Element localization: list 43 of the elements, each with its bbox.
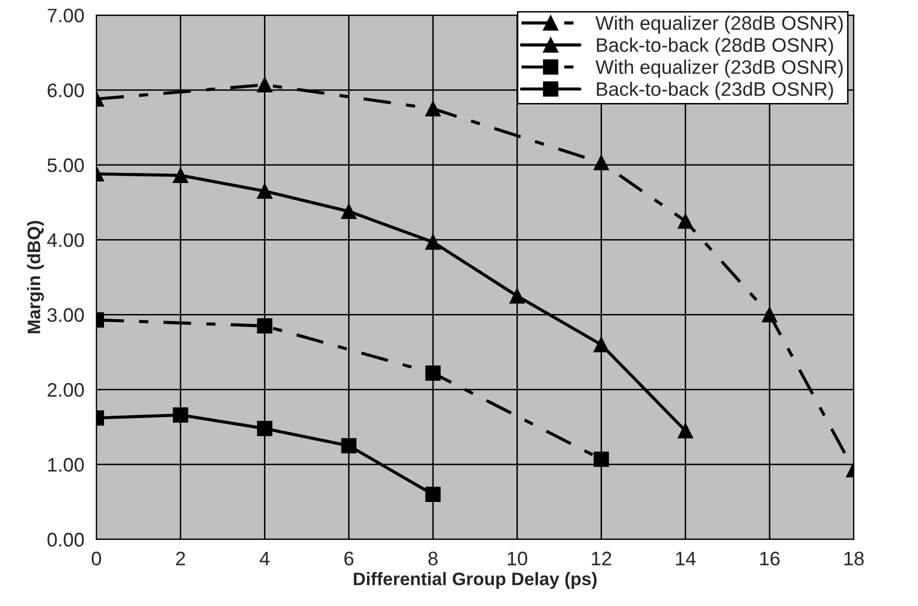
point [678,423,694,438]
x-tick-label: 4 [260,552,270,566]
point [172,168,188,184]
x-tick-label: 18 [844,552,864,566]
point [594,452,609,467]
legend-label: Back-to-back (23dB OSNR) [596,82,833,100]
y-tick-label: 5.00 [48,158,84,172]
point [341,204,356,219]
y-tick-label: 1.00 [48,458,84,472]
point [425,365,441,381]
x-tick-label: 10 [508,552,528,566]
y-tick-label: 0.00 [48,532,84,547]
y-tick-label: 6.00 [48,84,84,98]
point [257,420,272,436]
point [257,77,272,92]
y-axis-title: Margin (dBQ) [27,220,44,334]
point [594,155,609,170]
y-tick-label: 7.00 [48,8,84,22]
point [425,486,441,502]
x-tick-label: 12 [592,552,612,566]
point [762,307,778,322]
point [172,407,188,423]
point [341,438,356,454]
x-tick-label: 2 [176,552,185,566]
legend-label: With equalizer (23dB OSNR) [595,60,843,78]
x-tick-label: 8 [428,552,438,566]
y-tick-label: 4.00 [47,233,84,248]
x-tick-label: 0 [92,552,102,566]
y-tick-label: 2.00 [48,383,84,397]
legend-label: Back-to-back (28dB OSNR) [596,38,833,56]
x-tick-label: 16 [760,552,780,566]
point [425,234,441,250]
y-tick-label: 3.00 [47,308,84,322]
point [257,183,272,199]
point [594,337,609,352]
x-axis-title: Differential Group Delay (ps) [354,572,597,589]
point [257,318,272,334]
point [510,288,525,304]
x-tick-label: 6 [344,552,354,566]
legend-label: With equalizer (28dB OSNR) [595,16,843,34]
point [678,213,694,229]
x-tick-label: 14 [676,552,696,566]
point [425,101,441,116]
